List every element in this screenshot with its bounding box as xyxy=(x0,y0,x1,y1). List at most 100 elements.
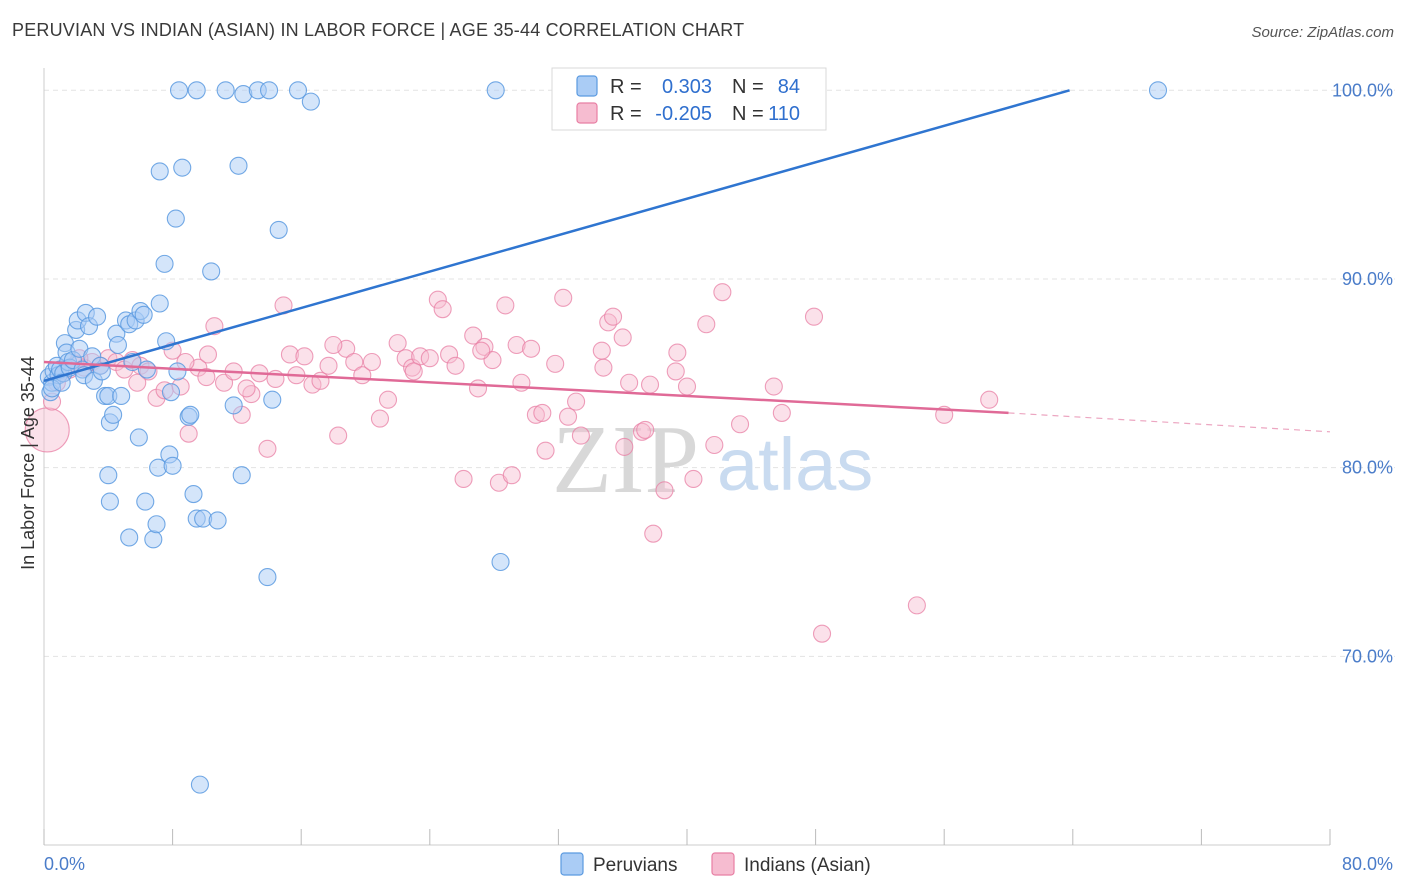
indians-point xyxy=(907,596,926,615)
axes xyxy=(43,68,1331,846)
y-tick-label-2: 80.0% xyxy=(1342,458,1393,478)
indians-point xyxy=(604,307,623,326)
y-axis-label: In Labor Force | Age 35-44 xyxy=(18,356,38,570)
peruvians-point xyxy=(173,158,192,177)
peruvians-point xyxy=(163,456,182,475)
indians-point xyxy=(280,345,299,364)
peruvians-point xyxy=(100,492,119,511)
x-tick-label-0: 0.0% xyxy=(44,854,85,874)
peruvians-point xyxy=(263,390,282,409)
indians-point xyxy=(370,409,390,428)
legend-n-label-1: N = xyxy=(732,76,764,98)
indians-point xyxy=(640,375,660,394)
legend-n-label-2: N = xyxy=(732,103,764,125)
peruvians-point xyxy=(112,386,131,406)
indians-trend-extension xyxy=(1008,412,1331,433)
peruvians-point xyxy=(216,81,235,100)
legend-swatch-peruvians xyxy=(576,75,598,97)
indians-point xyxy=(258,439,277,458)
y-tick-label-1: 90.0% xyxy=(1342,269,1393,289)
indians-point xyxy=(324,335,343,355)
peruvians-point xyxy=(269,220,288,239)
peruvians-point xyxy=(147,515,166,534)
indians-point xyxy=(644,524,663,543)
indians-point xyxy=(592,341,611,360)
bottom-legend-indians: Indians (Asian) xyxy=(744,855,871,876)
peruvians-point xyxy=(87,307,107,326)
peruvians-point xyxy=(187,81,206,100)
indians-point xyxy=(668,343,687,362)
indians-point xyxy=(666,362,685,381)
indians-point xyxy=(428,290,447,309)
watermark: ZIP atlas xyxy=(552,406,873,514)
peruvians-point xyxy=(229,156,248,175)
legend-box xyxy=(551,67,827,131)
indians-point xyxy=(599,313,618,332)
indians-point xyxy=(713,283,732,302)
peruvians-point xyxy=(144,530,163,549)
y-tick-label-0: 100.0% xyxy=(1332,80,1393,100)
x-tick-labels: 0.0% 80.0% xyxy=(44,854,1393,874)
indians-point xyxy=(440,345,459,364)
indians-point xyxy=(329,426,348,445)
indians-point xyxy=(404,362,423,381)
y-tick-labels: 100.0% 90.0% 80.0% 70.0% xyxy=(1332,80,1393,666)
indians-point xyxy=(496,296,515,315)
indians-point xyxy=(345,352,364,372)
legend-r-value-1: 0.303 xyxy=(662,76,712,98)
indians-point xyxy=(655,481,674,500)
indians-point xyxy=(526,405,545,424)
peruvians-point xyxy=(181,405,200,424)
peruvians-point xyxy=(301,92,320,111)
peruvians-point xyxy=(168,362,187,381)
legend-swatch-indians xyxy=(576,102,598,124)
bottom-legend-swatch-peruvians xyxy=(560,852,584,876)
peruvians-point xyxy=(258,568,277,587)
indians-point xyxy=(554,288,573,307)
indians-point xyxy=(546,354,565,373)
indians-point xyxy=(454,469,473,489)
peruvians-point xyxy=(169,81,189,100)
indians-point xyxy=(615,437,634,456)
watermark-zip: ZIP xyxy=(552,406,699,514)
peruvians-point xyxy=(166,209,185,228)
peruvians-point xyxy=(150,162,169,181)
indians-point xyxy=(464,326,483,345)
indians-point xyxy=(536,441,555,460)
bottom-legend-swatch-indians xyxy=(711,852,735,876)
indians-point xyxy=(697,315,716,334)
peruvians-trend-line xyxy=(43,89,1070,383)
indians-point xyxy=(812,624,832,643)
indians-point xyxy=(730,415,750,434)
peruvians-point xyxy=(184,485,203,504)
peruvians-point xyxy=(491,552,510,572)
indians-point xyxy=(764,377,783,396)
indians-point xyxy=(677,377,697,396)
peruvians-point xyxy=(202,262,221,281)
indians-point xyxy=(396,349,415,368)
peruvians-point xyxy=(259,81,279,100)
indians-point xyxy=(522,339,541,358)
legend-r-value-2: -0.205 xyxy=(655,103,712,125)
indians-point xyxy=(571,426,590,445)
peruvians-point xyxy=(136,492,155,511)
indians-point xyxy=(468,379,488,398)
bottom-legend-peruvians: Peruvians xyxy=(593,855,678,876)
chart-source: Source: ZipAtlas.com xyxy=(1251,24,1394,41)
indians-point xyxy=(319,356,338,375)
peruvians-point xyxy=(150,294,169,313)
peruvians-point xyxy=(161,383,181,402)
indians-point xyxy=(567,392,586,411)
indians-point xyxy=(311,371,330,390)
indians-point xyxy=(613,328,632,347)
peruvians-point xyxy=(92,362,111,381)
peruvians-point xyxy=(137,360,156,379)
indians-point xyxy=(197,368,216,387)
indians-point xyxy=(684,469,703,489)
indians-point xyxy=(446,356,465,375)
indians-point xyxy=(502,466,521,485)
indians-point xyxy=(362,352,381,372)
indians-point xyxy=(237,379,256,398)
series-legend: Peruvians Indians (Asian) xyxy=(560,852,871,876)
